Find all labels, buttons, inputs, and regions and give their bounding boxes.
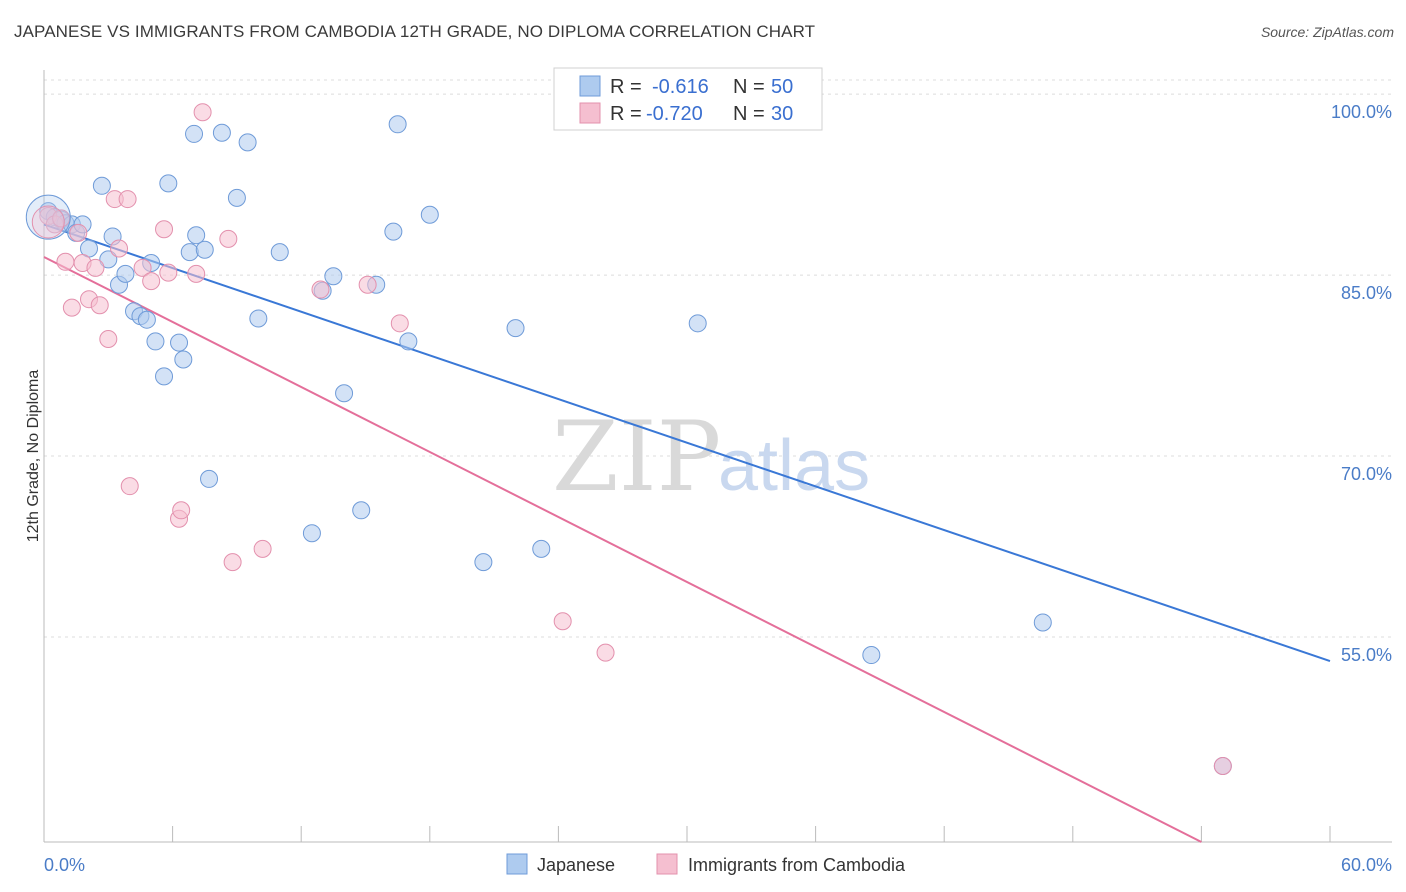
y-tick-label-2: 70.0% bbox=[1341, 464, 1392, 484]
point-japanese-17 bbox=[146, 332, 165, 351]
point-japanese-38 bbox=[388, 115, 407, 134]
point-japanese-44 bbox=[688, 314, 707, 333]
legend-n-label-1: N = bbox=[733, 76, 765, 98]
legend-n-value-2: 30 bbox=[771, 103, 793, 125]
point-japanese-39 bbox=[384, 222, 403, 241]
point-japanese-19 bbox=[159, 174, 178, 193]
point-cambodia-4 bbox=[62, 298, 81, 317]
point-cluster-japanese bbox=[25, 194, 71, 240]
point-japanese-9 bbox=[99, 250, 118, 269]
point-japanese-15 bbox=[137, 310, 156, 329]
series-label-cambodia: Immigrants from Cambodia bbox=[688, 855, 906, 875]
legend-r-label-2: R = bbox=[610, 103, 642, 125]
point-japanese-41 bbox=[474, 553, 493, 572]
y-tick-label-0: 100.0% bbox=[1331, 102, 1392, 122]
watermark: ZIP atlas bbox=[552, 401, 870, 513]
point-cambodia-15 bbox=[133, 258, 152, 277]
point-japanese-49 bbox=[420, 205, 439, 224]
point-cambodia-10 bbox=[99, 329, 118, 348]
legend-r-value-1: -0.616 bbox=[652, 76, 709, 98]
point-cambodia-24 bbox=[223, 553, 242, 572]
point-cambodia-12 bbox=[110, 239, 129, 258]
stats-legend: R = -0.616 N = 50 R = -0.720 N = 30 bbox=[553, 67, 823, 131]
watermark-zip: ZIP bbox=[552, 401, 721, 513]
point-japanese-30 bbox=[249, 309, 268, 328]
point-cambodia-5 bbox=[69, 223, 88, 242]
point-japanese-29 bbox=[238, 133, 257, 152]
point-japanese-24 bbox=[187, 226, 206, 245]
point-cambodia-21 bbox=[187, 264, 206, 283]
point-cambodia-29 bbox=[553, 612, 572, 631]
axes bbox=[43, 70, 1392, 843]
point-japanese-43 bbox=[532, 539, 551, 558]
point-cambodia-9 bbox=[90, 296, 109, 315]
trend-line-cambodia bbox=[43, 256, 1202, 843]
source-credit: Source: ZipAtlas.com bbox=[1260, 24, 1394, 40]
point-japanese-28 bbox=[227, 188, 246, 207]
legend-n-label-2: N = bbox=[733, 103, 765, 125]
point-japanese-22 bbox=[180, 243, 199, 262]
x-tick-label-0: 0.0% bbox=[44, 855, 85, 875]
point-cambodia-31 bbox=[1213, 757, 1232, 776]
point-cambodia-2 bbox=[52, 209, 71, 228]
point-japanese-18 bbox=[155, 367, 174, 386]
x-tick-label-1: 60.0% bbox=[1341, 855, 1392, 875]
point-japanese-35 bbox=[335, 384, 354, 403]
series-legend: Japanese Immigrants from Cambodia bbox=[506, 853, 906, 875]
legend-swatch-cambodia bbox=[579, 102, 601, 124]
trend-line-japanese bbox=[43, 223, 1331, 663]
point-japanese-34 bbox=[324, 267, 343, 286]
point-japanese-8 bbox=[92, 176, 111, 195]
legend-r-label-1: R = bbox=[610, 76, 642, 98]
point-cluster-cambodia bbox=[31, 205, 65, 239]
point-japanese-31 bbox=[270, 243, 289, 262]
point-cambodia-28 bbox=[390, 314, 409, 333]
y-tick-label-1: 85.0% bbox=[1341, 283, 1392, 303]
point-japanese-46 bbox=[862, 646, 881, 665]
point-japanese-21 bbox=[174, 350, 193, 369]
data-points bbox=[25, 103, 1232, 776]
series-swatch-cambodia bbox=[656, 853, 678, 875]
point-cambodia-13 bbox=[118, 190, 137, 209]
point-japanese-42 bbox=[506, 319, 525, 338]
point-cambodia-23 bbox=[219, 229, 238, 248]
point-japanese-40 bbox=[399, 332, 418, 351]
point-cambodia-17 bbox=[155, 220, 174, 239]
point-japanese-23 bbox=[185, 124, 204, 143]
legend-swatch-japanese bbox=[579, 75, 601, 97]
legend-r-value-2: -0.720 bbox=[646, 103, 703, 125]
point-cambodia-25 bbox=[253, 539, 272, 558]
point-cambodia-30 bbox=[596, 643, 615, 662]
point-japanese-12 bbox=[116, 264, 135, 283]
point-cambodia-27 bbox=[358, 275, 377, 294]
point-cambodia-22 bbox=[193, 103, 212, 122]
y-tick-label-3: 55.0% bbox=[1341, 645, 1392, 665]
watermark-atlas: atlas bbox=[718, 426, 870, 506]
point-japanese-36 bbox=[352, 501, 371, 520]
point-japanese-27 bbox=[212, 123, 231, 142]
point-cambodia-18 bbox=[159, 263, 178, 282]
chart-title: JAPANESE VS IMMIGRANTS FROM CAMBODIA 12T… bbox=[14, 22, 816, 41]
point-japanese-32 bbox=[302, 524, 321, 543]
point-cambodia-20 bbox=[172, 501, 191, 520]
point-cambodia-16 bbox=[142, 272, 161, 291]
point-cambodia-26 bbox=[311, 280, 330, 299]
series-swatch-japanese bbox=[506, 853, 528, 875]
x-tick-labels: 0.0% 60.0% bbox=[44, 855, 1392, 875]
series-label-japanese: Japanese bbox=[537, 855, 615, 875]
y-tick-labels: 100.0% 85.0% 70.0% 55.0% bbox=[1331, 102, 1392, 665]
point-japanese-20 bbox=[170, 333, 189, 352]
point-japanese-47 bbox=[1033, 613, 1052, 632]
point-cambodia-14 bbox=[120, 477, 139, 496]
legend-n-value-1: 50 bbox=[771, 76, 793, 98]
point-cambodia-3 bbox=[56, 252, 75, 271]
point-japanese-25 bbox=[195, 240, 214, 259]
point-cambodia-8 bbox=[86, 258, 105, 277]
trend-lines bbox=[43, 223, 1331, 843]
point-japanese-26 bbox=[200, 469, 219, 488]
y-axis-label: 12th Grade, No Diploma bbox=[25, 370, 42, 543]
